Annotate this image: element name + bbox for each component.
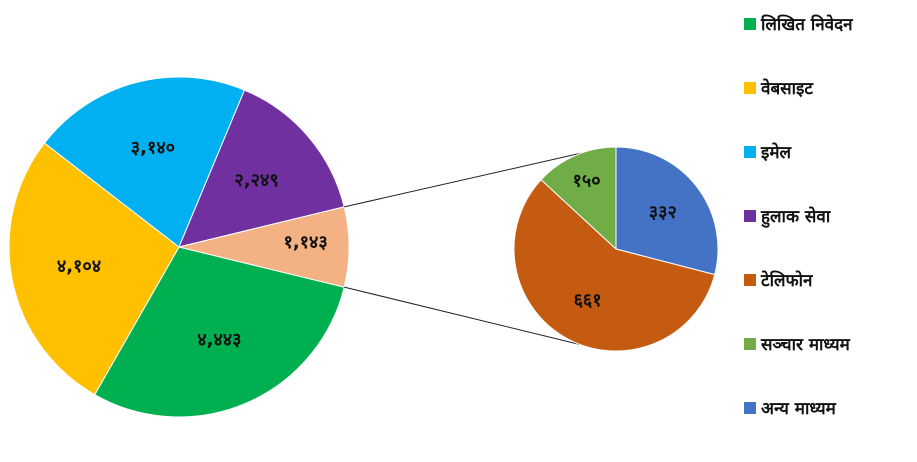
legend-label: अन्य माध्यम <box>761 399 836 419</box>
data-label-other: १,१४३ <box>283 232 327 253</box>
legend-label: इमेल <box>761 143 792 163</box>
data-label-secondary-2: ६६१ <box>574 290 602 311</box>
legend: लिखित निवेदन वेबसाइट इमेल हुलाक सेवा टेलिफोन… <box>744 14 853 462</box>
data-label-main-4: २,२४९ <box>234 170 278 191</box>
legend-label: हुलाक सेवा <box>761 207 831 227</box>
main-slice-2 <box>8 142 180 396</box>
legend-label: लिखित निवेदन <box>761 15 853 35</box>
legend-item: हुलाक सेवा <box>744 206 853 227</box>
data-label-secondary-3: १५० <box>573 171 601 192</box>
connector-line-bottom <box>344 286 587 347</box>
main-slice-4 <box>178 89 345 248</box>
legend-item: वेबसाइट <box>744 78 853 99</box>
legend-label: वेबसाइट <box>761 79 813 99</box>
legend-item: टेलिफोन <box>744 270 853 291</box>
connector-line-top <box>344 151 587 208</box>
pie-of-pie-chart: ४,४४३ ४,१०४ ३,१४० २,२४९ १,१४३ ३३२ ६६१ १५० लिखित… <box>8 15 853 419</box>
data-label-main-3: ३,१४० <box>131 137 175 158</box>
legend-swatch <box>744 273 756 286</box>
data-label-secondary-1: ३३२ <box>649 202 677 223</box>
legend-swatch <box>744 401 756 414</box>
secondary-slice-2 <box>513 179 716 352</box>
legend-item: लिखित निवेदन <box>744 14 853 35</box>
data-label-main-2: ४,१०४ <box>57 256 101 277</box>
legend-swatch <box>744 209 756 222</box>
chart-plot: ४,४४३ ४,१०४ ३,१४० २,२४९ १,१४३ ३३२ ६६१ १५० <box>8 76 719 418</box>
legend-item: इमेल <box>744 142 853 163</box>
legend-item: अन्य माध्यम <box>744 398 853 419</box>
data-label-main-1: ४,४४३ <box>197 330 241 351</box>
legend-swatch <box>744 17 756 30</box>
legend-swatch <box>744 337 756 350</box>
secondary-slice-3 <box>540 146 617 251</box>
main-slice-3 <box>43 76 246 248</box>
main-slice-1 <box>94 246 345 418</box>
legend-label: टेलिफोन <box>761 271 813 291</box>
legend-swatch <box>744 145 756 158</box>
legend-label: सञ्चार माध्यम <box>761 335 850 355</box>
legend-swatch <box>744 81 756 94</box>
legend-item: सञ्चार माध्यम <box>744 334 853 355</box>
secondary-slice-1 <box>615 146 719 276</box>
